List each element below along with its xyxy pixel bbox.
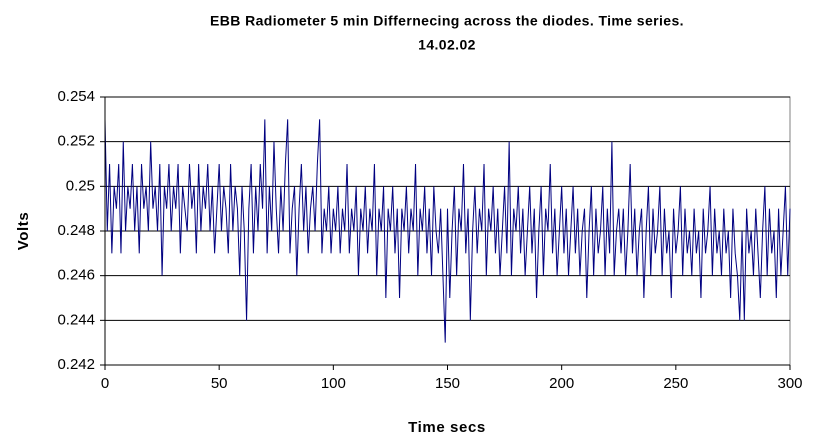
data-line bbox=[104, 119, 791, 343]
y-tick-label: 0.248 bbox=[57, 222, 95, 239]
chart-subtitle: 14.02.02 bbox=[418, 37, 476, 53]
y-tick-label: 0.244 bbox=[57, 311, 95, 328]
ticks: 0.242 0.244 0.246 0.248 0.25 0.252 0.254 0 50 100… bbox=[57, 88, 802, 392]
y-tick-label: 0.254 bbox=[57, 88, 95, 105]
x-tick-label: 50 bbox=[211, 375, 228, 392]
x-tick-label: 150 bbox=[435, 375, 460, 392]
y-tick-label: 0.242 bbox=[57, 356, 95, 373]
y-tick-label: 0.246 bbox=[57, 267, 95, 284]
y-axis-label: Volts bbox=[15, 212, 32, 251]
x-tick-label: 200 bbox=[549, 375, 574, 392]
x-tick-label: 300 bbox=[777, 375, 802, 392]
x-tick-label: 250 bbox=[663, 375, 688, 392]
x-axis-label: Time secs bbox=[408, 419, 486, 436]
y-tick-label: 0.252 bbox=[57, 133, 95, 150]
x-tick-label: 0 bbox=[101, 375, 109, 392]
chart-title: EBB Radiometer 5 min Differnecing across… bbox=[210, 13, 684, 29]
plot-area bbox=[104, 119, 791, 343]
y-tick-label: 0.25 bbox=[66, 177, 95, 194]
x-tick-label: 100 bbox=[321, 375, 346, 392]
